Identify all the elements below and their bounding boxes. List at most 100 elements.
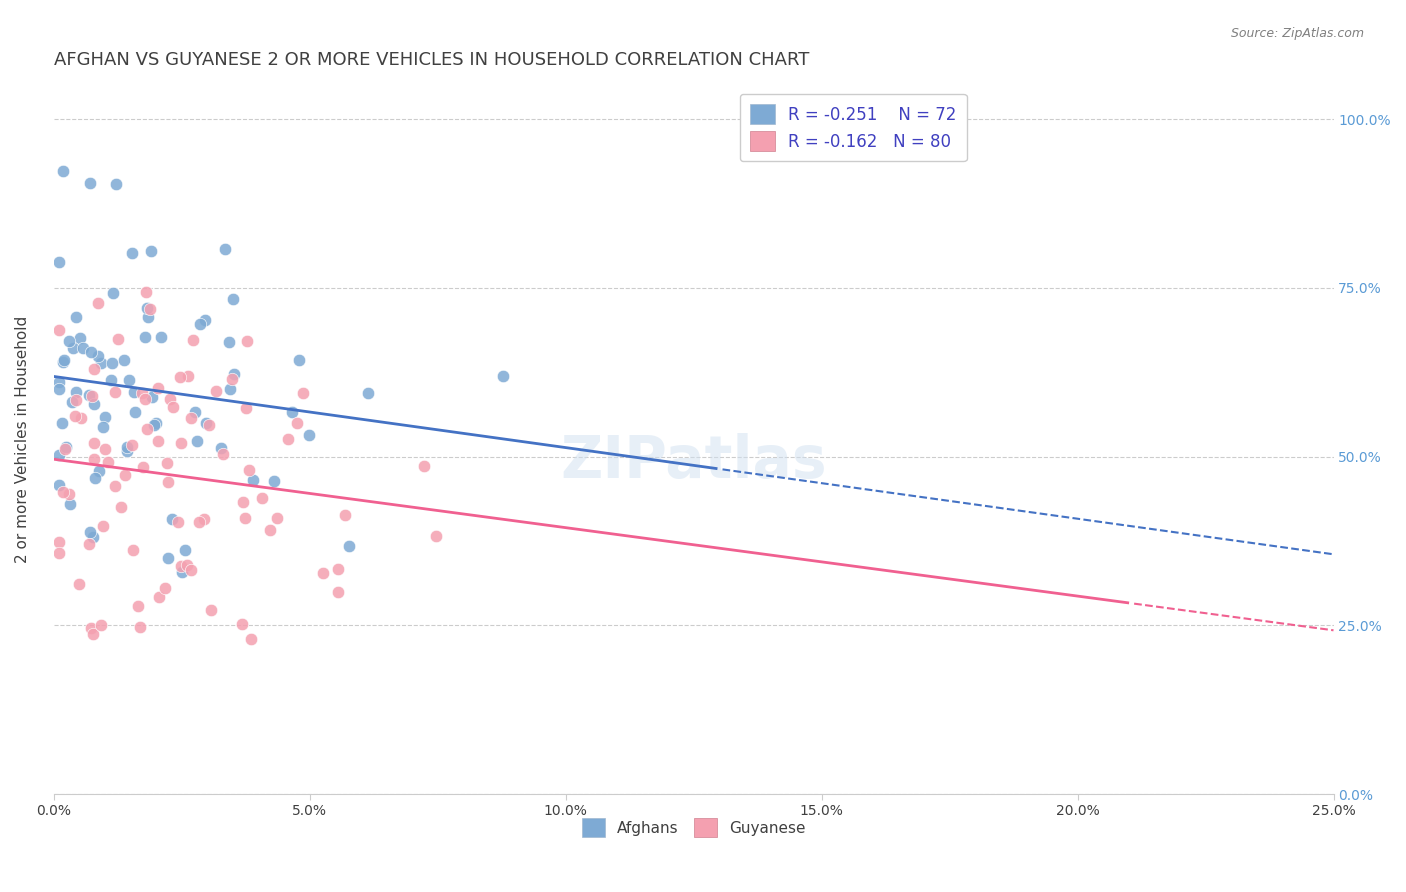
Point (115, 444, 138, 458)
Point (93, 409, 115, 424)
Point (107, 332, 129, 346)
Point (52, 164, 75, 178)
Point (82, 529, 104, 543)
Point (136, 310, 159, 324)
Point (222, 293, 245, 307)
Point (205, 384, 228, 399)
Y-axis label: 2 or more Vehicles in Household: 2 or more Vehicles in Household (15, 316, 30, 564)
Legend: Afghans, Guyanese: Afghans, Guyanese (575, 813, 811, 843)
Point (492, 368, 515, 383)
Point (136, 422, 159, 436)
Point (240, 632, 263, 647)
Point (166, 515, 188, 529)
Point (59, 497, 82, 511)
Point (65, 310, 87, 324)
Point (337, 539, 360, 553)
Point (91, 420, 114, 434)
Point (326, 562, 349, 576)
Point (242, 473, 264, 487)
Point (292, 386, 315, 401)
Point (48, 323, 70, 337)
Point (138, 301, 160, 316)
Point (238, 463, 260, 477)
Point (139, 244, 162, 258)
Point (235, 401, 257, 416)
Point (134, 392, 156, 407)
Point (79, 524, 101, 539)
Point (218, 382, 240, 396)
Point (52, 352, 75, 367)
Point (53, 442, 76, 456)
Point (287, 353, 309, 368)
Point (298, 428, 321, 442)
Point (233, 510, 256, 524)
Point (188, 516, 211, 530)
Point (67, 577, 90, 591)
Point (235, 334, 257, 349)
Point (312, 566, 335, 581)
Point (48, 254, 70, 268)
Point (104, 385, 127, 400)
Point (58, 334, 80, 348)
Point (259, 523, 281, 537)
Point (212, 447, 235, 461)
Point (200, 603, 222, 617)
Point (157, 550, 180, 565)
Point (231, 494, 253, 508)
Point (80, 389, 103, 403)
Point (134, 329, 156, 343)
Point (188, 317, 211, 331)
Point (176, 558, 198, 572)
Point (65, 393, 87, 408)
Point (91, 518, 114, 533)
Point (148, 590, 170, 604)
Point (131, 460, 153, 475)
Point (131, 386, 153, 401)
Point (221, 372, 243, 386)
Point (83, 362, 105, 376)
Point (224, 367, 246, 381)
Point (51, 485, 73, 500)
Point (159, 392, 181, 406)
Point (87, 464, 110, 478)
Point (156, 456, 179, 470)
Point (162, 400, 184, 414)
Point (218, 334, 240, 349)
Point (183, 333, 205, 347)
Point (65, 409, 87, 423)
Point (69, 331, 91, 345)
Point (263, 474, 285, 488)
Point (214, 242, 236, 256)
Point (209, 441, 232, 455)
Point (103, 286, 125, 301)
Point (141, 390, 163, 404)
Text: AFGHAN VS GUYANESE 2 OR MORE VEHICLES IN HOUSEHOLD CORRELATION CHART: AFGHAN VS GUYANESE 2 OR MORE VEHICLES IN… (53, 51, 808, 69)
Point (186, 434, 208, 449)
Point (77, 388, 100, 402)
Point (65, 384, 87, 399)
Point (155, 582, 177, 596)
Point (77, 536, 100, 550)
Point (87, 295, 110, 310)
Point (194, 416, 217, 430)
Point (180, 563, 202, 577)
Point (60, 394, 83, 409)
Point (48, 546, 70, 560)
Point (150, 330, 173, 344)
Point (326, 584, 349, 599)
Point (117, 441, 139, 455)
Point (143, 418, 166, 433)
Point (83, 435, 105, 450)
Point (135, 301, 157, 316)
Point (124, 405, 146, 419)
Point (87, 349, 110, 363)
Point (184, 405, 207, 419)
Point (90, 356, 112, 370)
Point (83, 451, 105, 466)
Point (83, 471, 105, 485)
Point (121, 543, 143, 558)
Point (281, 405, 304, 419)
Point (160, 512, 183, 526)
Point (425, 529, 447, 543)
Point (127, 599, 149, 613)
